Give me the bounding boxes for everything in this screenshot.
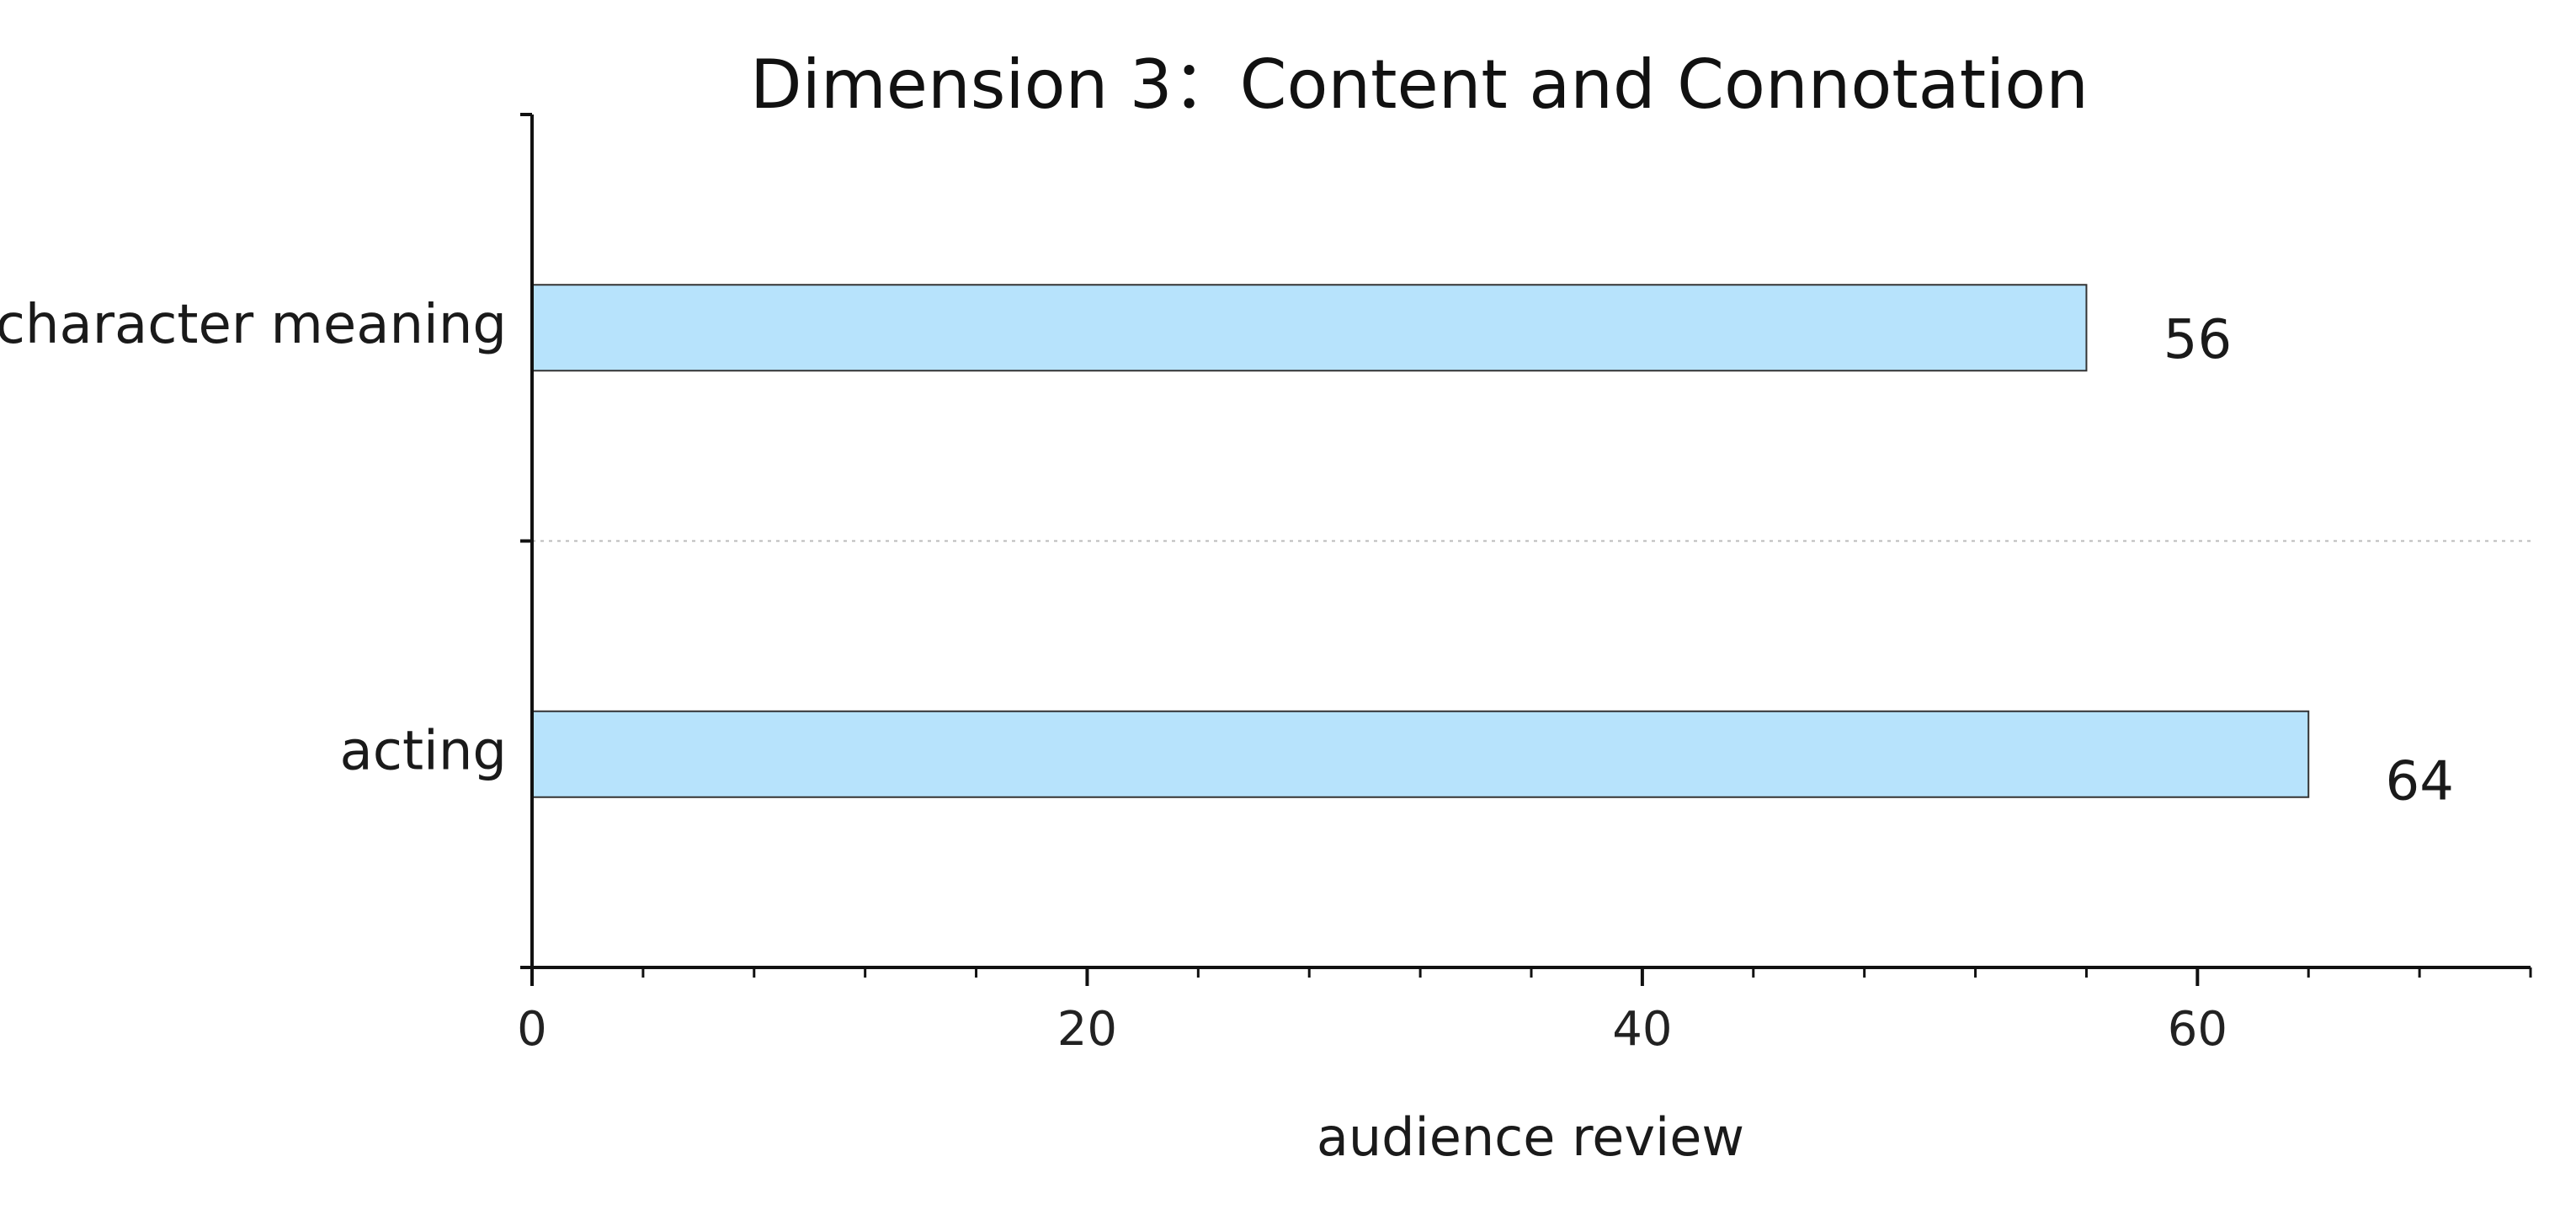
y-tick-label: character meaning	[0, 294, 507, 356]
x-axis-title: audience review	[1317, 1106, 1744, 1168]
y-tick-label: acting	[340, 720, 507, 782]
chart-title: Dimension 3：Content and Connotation	[750, 45, 2089, 124]
data-label: 56	[2164, 309, 2232, 371]
bar-character-meaning	[531, 284, 2088, 372]
bars-layer	[531, 284, 2310, 798]
data-label: 64	[2386, 750, 2454, 813]
bar-acting	[531, 710, 2310, 798]
x-tick-label: 60	[2168, 1002, 2227, 1057]
labels-layer: character meaning 56 acting 64 0 20 40 60	[0, 294, 2454, 1057]
x-tick-label: 20	[1057, 1002, 1117, 1057]
x-axis-ticks	[530, 967, 2532, 986]
x-tick-label: 40	[1612, 1002, 1672, 1057]
x-tick-label: 0	[517, 1002, 547, 1057]
